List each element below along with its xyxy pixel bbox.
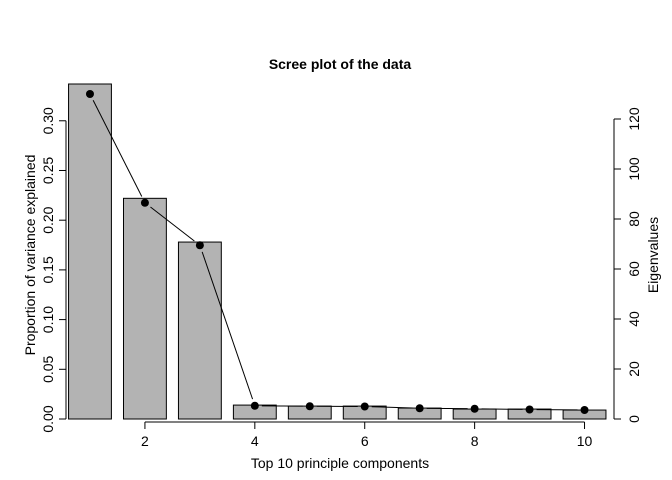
y-tick-label: 0.15	[40, 256, 56, 283]
x-tick-label: 10	[577, 433, 593, 449]
x-tick-label: 8	[471, 433, 479, 449]
eigenvalue-line-segment	[92, 100, 143, 197]
y-tick-label: 0.25	[40, 157, 56, 184]
bar	[122, 197, 167, 420]
bar	[177, 241, 222, 420]
y-axis-left: 0.00 0.05 0.10 0.15 0.20 0.25 0.30	[40, 107, 67, 433]
y-tick-label: 0.30	[40, 107, 56, 134]
eigenvalue-point	[415, 404, 424, 413]
eigenvalue-line-segment	[201, 251, 254, 400]
y-tick-label: 0.05	[40, 355, 56, 382]
chart-title: Scree plot of the data	[269, 56, 412, 72]
y2-tick-label: 60	[626, 261, 642, 277]
y2-tick-label: 40	[626, 311, 642, 327]
eigenvalue-point	[525, 405, 534, 414]
y-axis-label: Proportion of variance explained	[22, 155, 38, 356]
eigenvalue-series	[85, 90, 589, 414]
eigenvalue-line-segment	[150, 206, 195, 242]
x-tick-label: 4	[251, 433, 259, 449]
y-axis-right: 0 20 40 60 80 100 120	[613, 107, 642, 423]
y-tick-label: 0.20	[40, 206, 56, 233]
eigenvalue-point	[85, 90, 94, 98]
x-axis-label: Top 10 principle components	[251, 455, 429, 471]
x-axis: 2 4 6 8 10	[141, 421, 593, 449]
y-tick-label: 0.10	[40, 306, 56, 333]
eigenvalue-point	[360, 402, 369, 411]
y2-tick-label: 100	[626, 157, 642, 181]
y2-tick-label: 120	[626, 107, 642, 131]
bar	[68, 83, 112, 420]
eigenvalue-point	[250, 401, 259, 410]
x-tick-label: 6	[361, 433, 369, 449]
eigenvalue-point	[470, 404, 479, 413]
eigenvalue-point	[140, 198, 149, 207]
y-tick-label: 0.00	[40, 405, 56, 432]
y2-tick-label: 20	[626, 361, 642, 377]
x-tick-label: 2	[141, 433, 149, 449]
bar-series	[68, 83, 607, 420]
eigenvalue-point	[305, 402, 314, 411]
y2-tick-label: 80	[626, 211, 642, 227]
eigenvalue-point	[580, 406, 589, 414]
y2-tick-label: 0	[626, 415, 642, 423]
eigenvalue-line-segment	[481, 408, 523, 410]
y2-axis-label: Eigenvalues	[645, 217, 661, 293]
eigenvalue-point	[195, 241, 204, 250]
eigenvalue-line-segment	[371, 406, 413, 409]
